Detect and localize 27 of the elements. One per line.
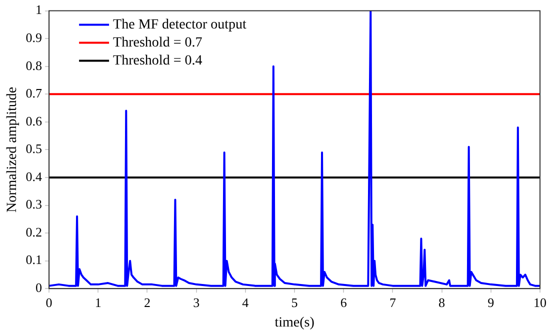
y-tick-label: 0.4 — [26, 168, 43, 184]
legend-label: Threshold = 0.4 — [113, 53, 202, 68]
x-tick-label: 7 — [389, 294, 396, 310]
y-tick-label: 0.3 — [26, 196, 42, 212]
x-tick-label: 2 — [144, 294, 150, 310]
x-tick-label: 5 — [291, 294, 298, 310]
y-tick-label: 0.8 — [26, 58, 42, 73]
x-tick-label: 6 — [340, 294, 348, 310]
legend-label: The MF detector output — [113, 17, 247, 32]
y-tick-label: 0.7 — [26, 86, 43, 101]
y-tick-label: 0.9 — [26, 30, 42, 45]
y-tick-label: 1 — [36, 2, 42, 18]
x-tick-label: 0 — [46, 294, 52, 310]
x-tick-label: 3 — [193, 294, 200, 310]
x-tick-label: 8 — [438, 294, 446, 310]
legend-label: Threshold = 0.7 — [113, 35, 202, 50]
y-tick-label: 0.1 — [26, 252, 42, 268]
x-tick-label: 9 — [488, 294, 494, 310]
y-tick-label: 0.2 — [26, 224, 42, 240]
y-axis-title: Normalized amplitude — [5, 86, 20, 212]
x-tick-label: 1 — [94, 294, 102, 310]
x-axis-title: time(s) — [274, 315, 315, 330]
y-tick-label: 0.5 — [26, 141, 42, 156]
x-tick-label: 10 — [534, 294, 546, 310]
y-tick-label: 0 — [36, 280, 42, 296]
y-tick-label: 0.6 — [26, 113, 43, 128]
x-tick-label: 4 — [242, 294, 250, 310]
